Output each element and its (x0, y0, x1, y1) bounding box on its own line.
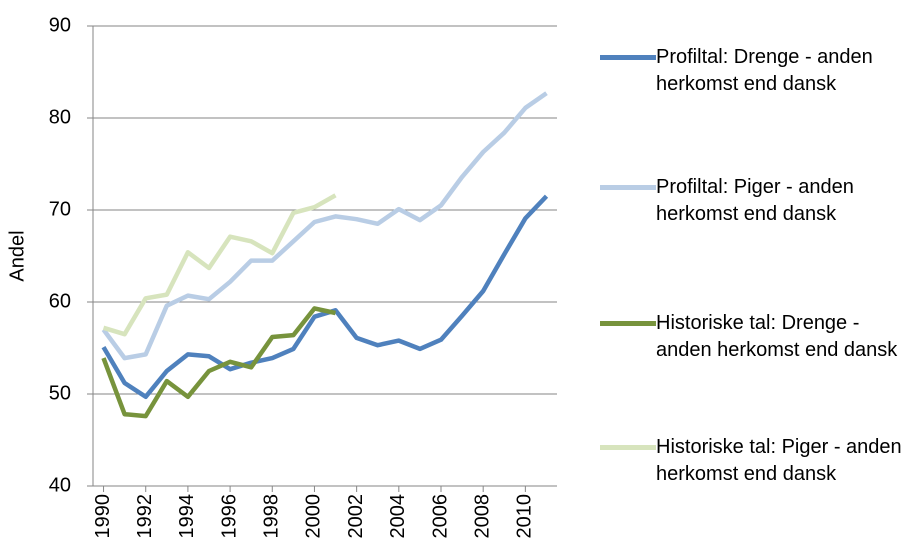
legend-swatch (600, 185, 656, 190)
y-tick-label: 80 (49, 106, 71, 128)
legend-entry: Profiltal: Piger - anden herkomst end da… (600, 174, 905, 228)
x-tick-label: 2004 (387, 494, 409, 539)
x-tick-label: 2006 (429, 494, 451, 539)
legend-label: Historiske tal: Piger - anden herkomst e… (656, 436, 902, 485)
legend-entry: Profiltal: Drenge - anden herkomst end d… (600, 44, 905, 98)
x-tick-label: 2010 (514, 494, 536, 539)
series-line (101, 194, 549, 400)
legend-label: Profiltal: Drenge - anden herkomst end d… (656, 46, 873, 95)
x-tick-label: 1994 (176, 494, 198, 539)
series-line (101, 306, 336, 419)
legend-label: Profiltal: Piger - anden herkomst end da… (656, 176, 854, 225)
legend-entry: Historiske tal: Piger - anden herkomst e… (600, 434, 905, 488)
legend-swatch (600, 321, 656, 326)
x-tick-label: 1996 (218, 494, 240, 539)
x-tick-label: 1998 (261, 494, 283, 539)
y-axis-label: Andel (6, 230, 28, 281)
x-tick-label: 1990 (92, 494, 114, 539)
series-line (101, 91, 548, 361)
y-tick-label: 60 (49, 290, 71, 312)
x-tick-label: 1992 (134, 494, 156, 539)
legend-entry: Historiske tal: Drenge - anden herkomst … (600, 310, 905, 364)
y-tick-label: 50 (49, 382, 71, 404)
y-tick-label: 90 (49, 14, 71, 36)
legend-swatch (600, 55, 656, 60)
y-tick-label: 40 (49, 474, 71, 496)
x-tick-label: 2002 (345, 494, 367, 539)
series-line (102, 193, 337, 337)
x-tick-label: 2000 (303, 494, 325, 539)
y-tick-label: 70 (49, 198, 71, 220)
legend-label: Historiske tal: Drenge - anden herkomst … (656, 312, 898, 361)
x-tick-label: 2008 (471, 494, 493, 539)
legend-swatch (600, 445, 656, 450)
